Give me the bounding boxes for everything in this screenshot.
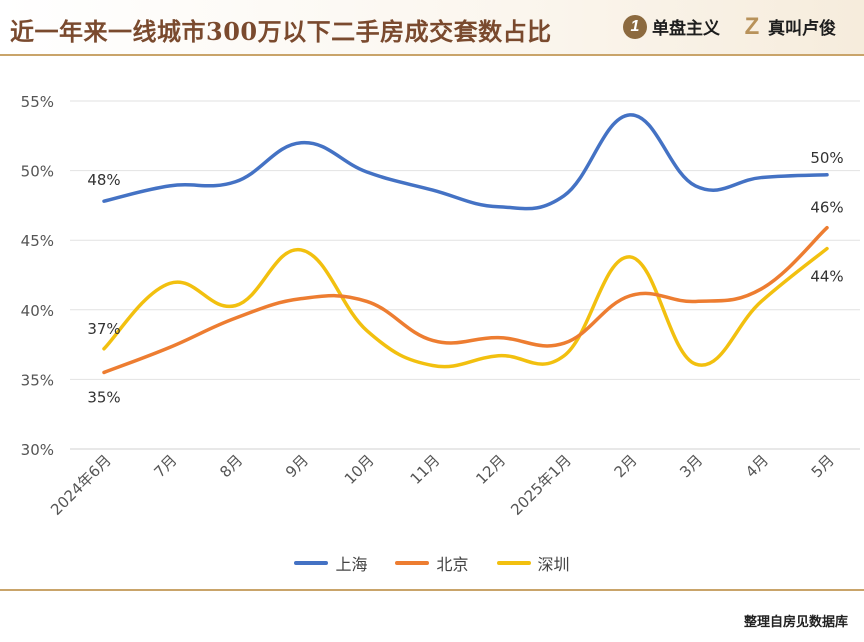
chart-legend: 上海 北京 深圳 xyxy=(0,551,864,575)
series-line-上海 xyxy=(102,113,829,211)
y-tick-label: 35% xyxy=(21,371,54,389)
x-tick-label: 4月 xyxy=(742,451,772,481)
data-label: 35% xyxy=(87,388,120,406)
series-line-北京 xyxy=(102,225,829,375)
series-line-深圳 xyxy=(102,246,829,369)
x-tick-label: 2月 xyxy=(611,451,641,481)
header-divider xyxy=(0,54,864,56)
brand-danpanzhuyi: 1 单盘主义 xyxy=(623,14,720,39)
data-label: 46% xyxy=(810,199,843,217)
footer-divider xyxy=(0,589,864,591)
y-tick-label: 50% xyxy=(21,163,54,181)
brand1-name: 单盘主义 xyxy=(652,19,720,39)
x-tick-label: 2025年1月 xyxy=(507,451,575,519)
data-label: 50% xyxy=(810,149,843,167)
header-bar: 近一年来一线城市300万以下二手房成交套数占比 1 单盘主义 Z 真叫卢俊 xyxy=(0,0,864,54)
data-label: 37% xyxy=(87,320,120,338)
x-tick-label: 7月 xyxy=(150,451,180,481)
brand2-name: 真叫卢俊 xyxy=(768,19,836,39)
x-tick-label: 10月 xyxy=(341,451,378,488)
x-tick-label: 5月 xyxy=(808,451,838,481)
y-tick-label: 45% xyxy=(21,232,54,250)
data-label: 44% xyxy=(810,268,843,286)
legend-label: 北京 xyxy=(436,555,469,574)
legend-item: 深圳 xyxy=(496,551,570,575)
legend-item: 上海 xyxy=(294,551,367,575)
x-tick-label: 12月 xyxy=(472,451,509,488)
legend-label: 深圳 xyxy=(537,555,570,574)
legend-item: 北京 xyxy=(395,551,469,575)
source-note: 整理自房见数据库 xyxy=(743,615,848,630)
legend-swatch xyxy=(294,561,329,565)
y-tick-label: 30% xyxy=(21,441,54,459)
data-label: 48% xyxy=(87,171,120,189)
x-tick-label: 9月 xyxy=(282,451,312,481)
brand-zhenjiaolujun: Z 真叫卢俊 xyxy=(741,12,836,40)
brand1-logo-icon: 1 xyxy=(623,14,647,39)
x-tick-label: 11月 xyxy=(407,451,444,488)
chart-title: 近一年来一线城市300万以下二手房成交套数占比 xyxy=(10,17,552,46)
legend-label: 上海 xyxy=(335,555,368,574)
x-tick-label: 8月 xyxy=(216,451,246,481)
y-tick-label: 55% xyxy=(21,93,54,111)
legend-swatch xyxy=(395,561,430,565)
x-tick-label: 2024年6月 xyxy=(47,451,115,519)
line-chart: 30% 35% 40% 45% 50% 55% 2024年6月 7月 8月 9月 10月 11月 12月… xyxy=(21,93,860,519)
y-tick-label: 40% xyxy=(21,302,54,320)
brand2-logo-icon: Z xyxy=(744,12,760,40)
x-tick-label: 3月 xyxy=(676,451,706,481)
legend-swatch xyxy=(496,561,531,565)
